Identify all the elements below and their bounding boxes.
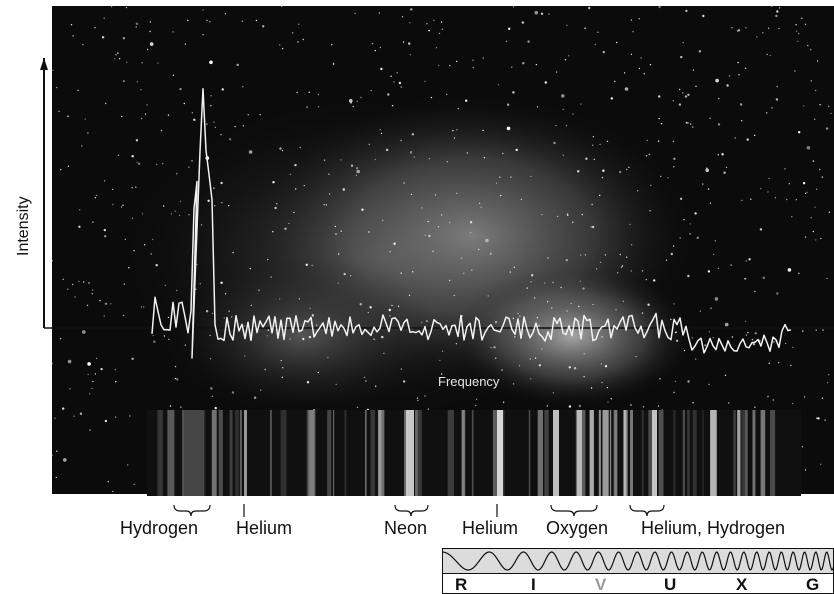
band-g: G (806, 575, 820, 594)
element-label-oxygen: Oxygen (546, 518, 609, 538)
emission-spectrum-strip (147, 410, 801, 496)
element-label-neon: Neon (384, 518, 428, 538)
y-axis-arrowhead (40, 58, 48, 70)
element-label-helium: Helium (236, 518, 293, 538)
element-label-helium-2: Helium (462, 518, 519, 538)
y-axis-label: Intensity (15, 196, 32, 256)
element-label-helium-hydrogen: Helium, Hydrogen (641, 518, 786, 538)
band-i: I (531, 575, 536, 594)
x-axis-label: Frequency (438, 374, 500, 389)
hydrogen-bracket (173, 504, 211, 517)
element-label-hydrogen: Hydrogen (120, 518, 199, 538)
spectrum-curve (151, 87, 792, 359)
wavelength-band-bar (442, 548, 834, 594)
oxygen-bracket (550, 504, 598, 517)
neon-bracket (394, 504, 429, 517)
band-v: V (595, 575, 607, 594)
band-r: R (455, 575, 468, 594)
wave-curve (442, 551, 834, 572)
helium-hydrogen-bracket (629, 504, 665, 517)
element-markers (173, 504, 665, 517)
band-x: X (736, 575, 748, 594)
band-u: U (664, 575, 677, 594)
